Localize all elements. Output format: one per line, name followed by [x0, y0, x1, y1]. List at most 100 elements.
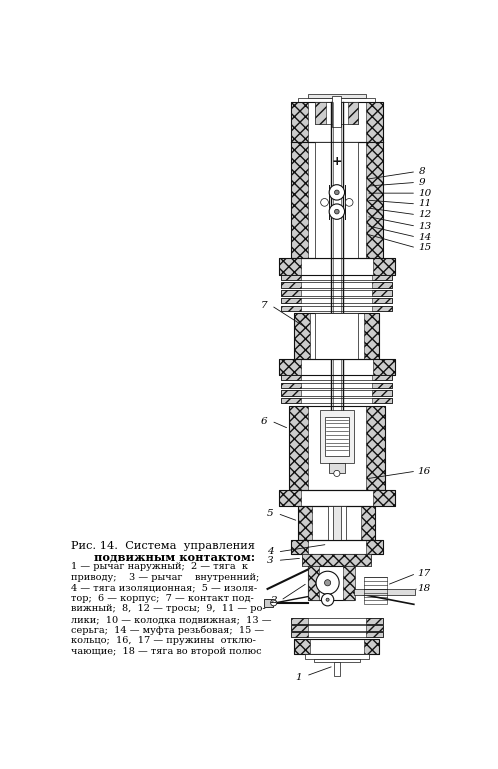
- Text: 4: 4: [267, 548, 274, 557]
- Bar: [333, 506, 341, 541]
- Bar: [343, 566, 355, 601]
- Bar: [279, 491, 301, 506]
- Text: 14: 14: [418, 232, 432, 241]
- Circle shape: [335, 190, 339, 195]
- Text: 1: 1: [296, 673, 302, 682]
- Bar: [366, 102, 383, 142]
- Text: 18: 18: [418, 584, 431, 594]
- Text: 4 — тяга изоляционная;  5 — изоля-: 4 — тяга изоляционная; 5 — изоля-: [71, 583, 257, 592]
- Bar: [362, 506, 375, 541]
- Circle shape: [321, 594, 334, 606]
- Bar: [291, 618, 383, 624]
- Bar: [281, 391, 392, 396]
- Circle shape: [316, 571, 339, 594]
- Bar: [373, 305, 392, 311]
- Bar: [281, 398, 392, 404]
- Bar: [373, 391, 392, 396]
- Text: 13: 13: [418, 221, 432, 231]
- Text: 15: 15: [418, 243, 432, 252]
- Bar: [373, 382, 392, 388]
- Bar: [298, 506, 312, 541]
- Bar: [289, 406, 308, 491]
- Bar: [281, 398, 301, 404]
- Bar: [298, 98, 375, 102]
- Bar: [291, 632, 308, 638]
- Bar: [291, 625, 383, 631]
- Bar: [279, 258, 394, 275]
- Text: подвижным контактом:: подвижным контактом:: [94, 551, 255, 562]
- Circle shape: [329, 185, 345, 200]
- Circle shape: [334, 471, 340, 477]
- Bar: [294, 313, 310, 359]
- Bar: [279, 359, 394, 375]
- Bar: [366, 625, 383, 631]
- Bar: [366, 142, 383, 258]
- Bar: [281, 305, 392, 311]
- Bar: [373, 359, 394, 375]
- Bar: [291, 102, 383, 142]
- Circle shape: [335, 209, 339, 214]
- Text: вижный;  8,  12 — тросы;  9,  11 — ро-: вижный; 8, 12 — тросы; 9, 11 — ро-: [71, 604, 266, 614]
- Bar: [329, 464, 345, 473]
- Bar: [291, 541, 308, 554]
- Text: 10: 10: [418, 188, 432, 198]
- Bar: [315, 102, 326, 124]
- Bar: [279, 359, 301, 375]
- Bar: [281, 282, 301, 288]
- Bar: [308, 566, 319, 601]
- Bar: [373, 375, 392, 380]
- Bar: [366, 406, 384, 491]
- Bar: [294, 313, 379, 359]
- Bar: [364, 578, 387, 604]
- Circle shape: [326, 598, 329, 601]
- Bar: [315, 102, 359, 124]
- Bar: [373, 290, 392, 295]
- Bar: [334, 662, 340, 676]
- Bar: [315, 313, 359, 359]
- Bar: [281, 290, 392, 295]
- Bar: [308, 566, 354, 601]
- Bar: [291, 625, 308, 631]
- Bar: [366, 618, 383, 624]
- Text: серьга;  14 — муфта резьбовая;  15 —: серьга; 14 — муфта резьбовая; 15 —: [71, 626, 264, 635]
- Bar: [279, 258, 301, 275]
- Text: 8: 8: [418, 167, 425, 176]
- Bar: [373, 298, 392, 303]
- Circle shape: [321, 198, 328, 206]
- Bar: [308, 94, 366, 98]
- Bar: [328, 506, 346, 541]
- Text: 3: 3: [267, 556, 274, 565]
- Text: чающие;  18 — тяга во второй полюс: чающие; 18 — тяга во второй полюс: [71, 647, 262, 656]
- Bar: [366, 632, 383, 638]
- Text: 5: 5: [267, 509, 274, 518]
- Bar: [281, 305, 301, 311]
- Bar: [281, 298, 301, 303]
- Bar: [302, 554, 372, 566]
- Bar: [281, 382, 392, 388]
- Bar: [366, 541, 383, 554]
- Text: приводу;    3 — рычаг    внутренний;: приводу; 3 — рычаг внутренний;: [71, 573, 259, 581]
- Bar: [373, 282, 392, 288]
- Bar: [320, 410, 354, 464]
- Text: кольцо;  16,  17 — пружины  отклю-: кольцо; 16, 17 — пружины отклю-: [71, 637, 256, 645]
- Bar: [364, 313, 379, 359]
- Circle shape: [270, 600, 277, 606]
- Text: Рис. 14.  Система  управления: Рис. 14. Система управления: [71, 541, 255, 551]
- Bar: [298, 506, 375, 541]
- Bar: [373, 398, 392, 404]
- Bar: [291, 541, 383, 554]
- Bar: [281, 382, 301, 388]
- Text: +: +: [332, 155, 342, 168]
- Circle shape: [345, 198, 353, 206]
- Bar: [354, 589, 415, 595]
- Bar: [281, 375, 301, 380]
- Bar: [281, 391, 301, 396]
- Bar: [373, 275, 392, 280]
- Bar: [332, 96, 342, 127]
- Text: 17: 17: [418, 569, 431, 578]
- Text: 1 — рычаг наружный;  2 — тяга  к: 1 — рычаг наружный; 2 — тяга к: [71, 562, 248, 571]
- Bar: [291, 632, 383, 638]
- Text: 16: 16: [418, 467, 431, 475]
- Bar: [348, 102, 359, 124]
- Bar: [302, 554, 372, 566]
